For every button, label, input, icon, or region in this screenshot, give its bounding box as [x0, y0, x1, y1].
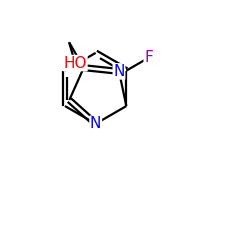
Text: F: F: [144, 50, 153, 65]
Text: N: N: [113, 64, 125, 79]
Text: N: N: [90, 116, 101, 131]
Text: HO: HO: [64, 56, 87, 70]
